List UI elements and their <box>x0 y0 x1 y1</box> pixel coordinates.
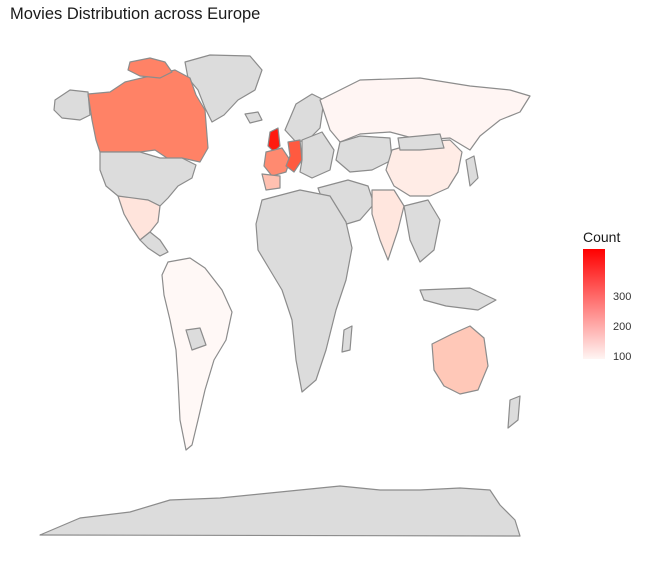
region-antarctica <box>39 485 521 537</box>
region-usa <box>99 151 197 207</box>
region-mexico[interactable] <box>117 195 161 241</box>
region-madagascar <box>341 325 353 353</box>
region-new-zealand <box>507 395 521 429</box>
legend-tick-200: 200 <box>613 321 632 333</box>
region-australia[interactable] <box>431 325 489 395</box>
color-legend: Count 300 200 100 <box>583 229 643 369</box>
region-canada-arctic <box>127 57 173 79</box>
legend-color-bar <box>583 249 605 359</box>
region-mongolia <box>397 133 445 151</box>
region-eastern-europe <box>299 131 335 179</box>
legend-title: Count <box>583 229 621 245</box>
region-iceland <box>244 111 263 124</box>
region-india[interactable] <box>371 189 405 261</box>
region-south-america[interactable] <box>161 257 233 451</box>
region-greenland <box>184 54 263 123</box>
region-japan <box>465 155 479 187</box>
region-africa <box>255 189 353 393</box>
legend-tick-100: 100 <box>613 351 632 363</box>
region-bolivia <box>185 327 207 351</box>
region-germany[interactable] <box>285 139 303 173</box>
region-spain[interactable] <box>261 173 281 191</box>
region-central-asia <box>335 135 393 173</box>
legend-tick-300: 300 <box>613 291 632 303</box>
region-canada[interactable] <box>87 69 209 163</box>
region-central-america <box>139 231 169 257</box>
region-southeast-asia <box>403 199 441 263</box>
region-alaska <box>53 89 91 121</box>
region-france[interactable] <box>263 147 291 177</box>
region-indonesia <box>419 287 497 311</box>
region-russia[interactable] <box>319 77 531 151</box>
map-title: Movies Distribution across Europe <box>10 5 261 23</box>
